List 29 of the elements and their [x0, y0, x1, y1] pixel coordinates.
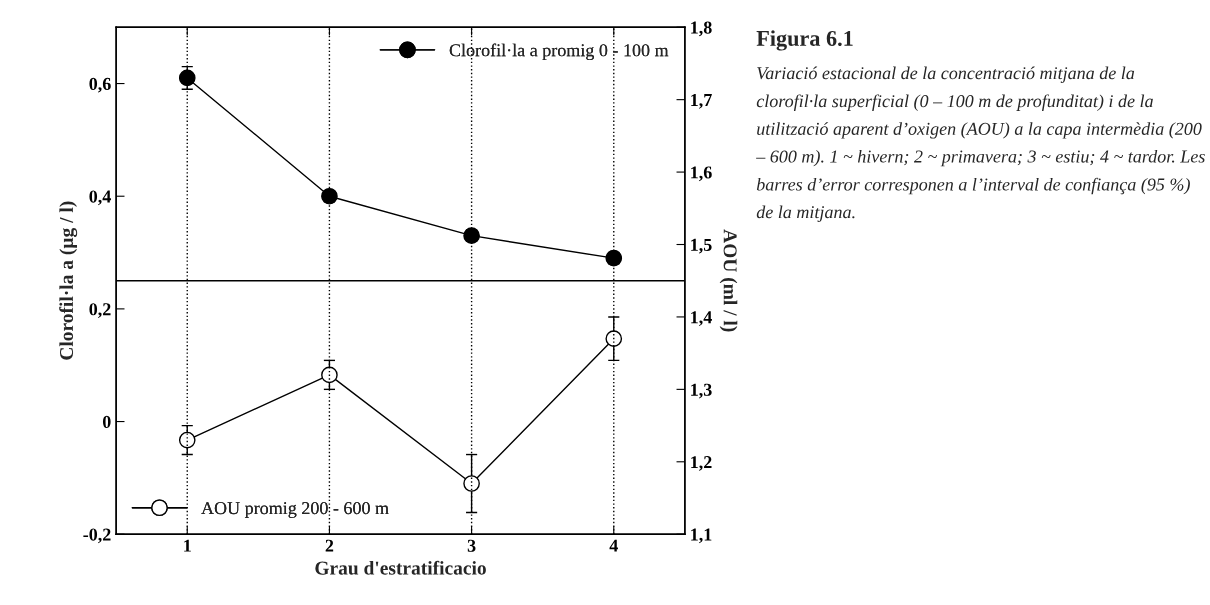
y2-tick-label: 1,1: [691, 528, 712, 544]
y-tick-label: 0: [102, 415, 111, 428]
y-axis-title: Clorofil·la a (µg / l): [59, 201, 78, 360]
y-tick-label: 0,2: [89, 303, 111, 318]
text: Figura 6.1: [756, 30, 853, 51]
x-tick-label: 1: [184, 539, 191, 552]
y2-tick-label: 1,5: [691, 238, 712, 254]
x-tick-label: 4: [609, 539, 618, 552]
point: [178, 69, 196, 87]
y-tick-label: -0,2: [83, 528, 111, 544]
y2-tick-label: 1,6: [691, 166, 712, 182]
y2-tick-label: 1,2: [691, 456, 712, 471]
x-tick-label: 2: [325, 539, 334, 552]
legend-label: Clorofil·la a promig 0 - 100 m: [449, 43, 669, 61]
y2-tick-label: 1,7: [691, 94, 712, 109]
text: Variació estacional de la concentració mitjana de la clorofil·la superficial (0 – 100 m de profunditat) i de la utilització aparent d’oxigen (AOU) a la capa intermèdia (200 – 600 m). 1 ~ hivern; 2 ~ primavera; 3 ~ estiu; 4 ~ tardor. Les barres d’error corresponen a l’interval de confiança (95 %) de la mitjana.: [756, 66, 1205, 222]
point: [605, 330, 623, 347]
point: [321, 366, 338, 384]
y-tick-label: 0,4: [89, 190, 111, 206]
y2-axis-title: AOU (ml / l): [719, 229, 738, 332]
point: [178, 431, 196, 449]
y-tick-label: 0,6: [89, 77, 111, 93]
point: [463, 475, 480, 492]
legend-label: AOU promig 200 - 600 m: [201, 502, 389, 518]
y2-tick-label: 1,3: [691, 383, 712, 399]
x-axis-title: Grau d'estratificacio: [315, 560, 486, 575]
y2-tick-label: 1,4: [691, 311, 712, 326]
y2-tick-label: 1,8: [691, 21, 712, 37]
x-tick-label: 3: [467, 539, 476, 552]
